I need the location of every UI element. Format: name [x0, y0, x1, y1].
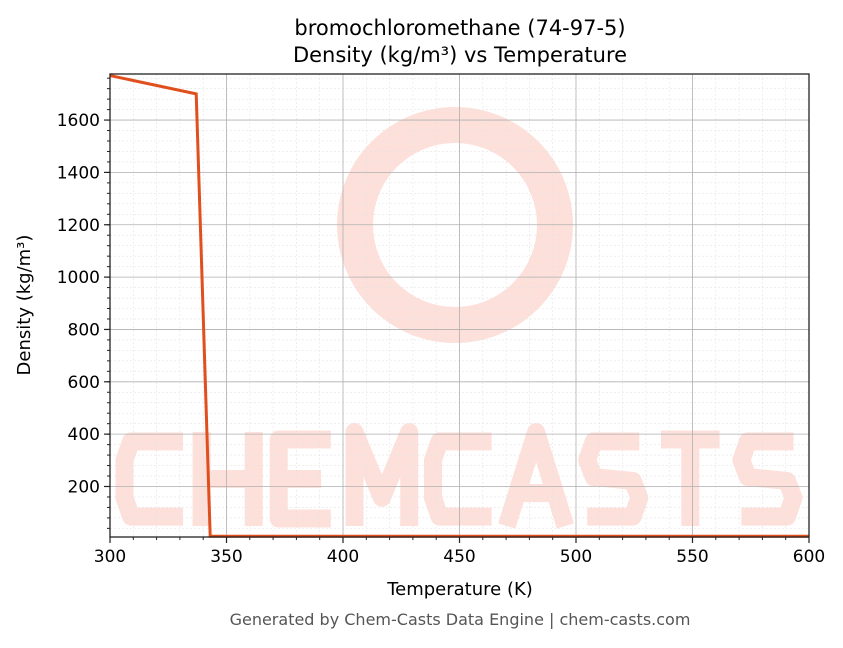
density-line [109, 74, 809, 538]
x-tick-label: 550 [676, 547, 708, 567]
watermark-letter-stroke [578, 432, 649, 526]
x-axis-label: Temperature (K) [386, 579, 533, 600]
x-tick-label: 350 [210, 547, 242, 567]
y-tick-label: 1200 [57, 216, 100, 236]
chart-subtitle: Density (kg/m³) vs Temperature [293, 43, 627, 67]
chart-title: bromochloromethane (74-97-5) [294, 16, 625, 40]
y-tick-label: 800 [68, 320, 100, 340]
y-tick-label: 400 [68, 425, 100, 445]
grid [109, 74, 810, 537]
y-axis-label: Density (kg/m³) [14, 235, 35, 376]
x-tick-label: 450 [443, 547, 475, 567]
y-tick-label: 600 [68, 373, 100, 393]
watermark-letter-stroke [424, 432, 492, 526]
x-tick-label: 300 [94, 547, 126, 567]
y-tick-label: 1000 [57, 268, 100, 288]
y-tick-label: 1400 [57, 163, 100, 183]
series-layer [109, 74, 809, 538]
y-tick-label: 200 [68, 477, 100, 497]
x-tick-label: 500 [560, 547, 592, 567]
axes: 300 350 400 450 500 550 600 200 400 600 800 1000 120… [57, 73, 825, 567]
watermark [115, 107, 803, 529]
footer-credit: Generated by Chem-Casts Data Engine | ch… [230, 610, 691, 629]
y-tick-label: 1600 [57, 111, 100, 131]
x-tick-label: 600 [793, 547, 825, 567]
watermark-lettering [115, 423, 803, 529]
watermark-letter-stroke [498, 423, 574, 529]
watermark-letter-stroke [345, 423, 419, 526]
watermark-letter-stroke [115, 432, 184, 526]
x-tick-label: 400 [327, 547, 359, 567]
